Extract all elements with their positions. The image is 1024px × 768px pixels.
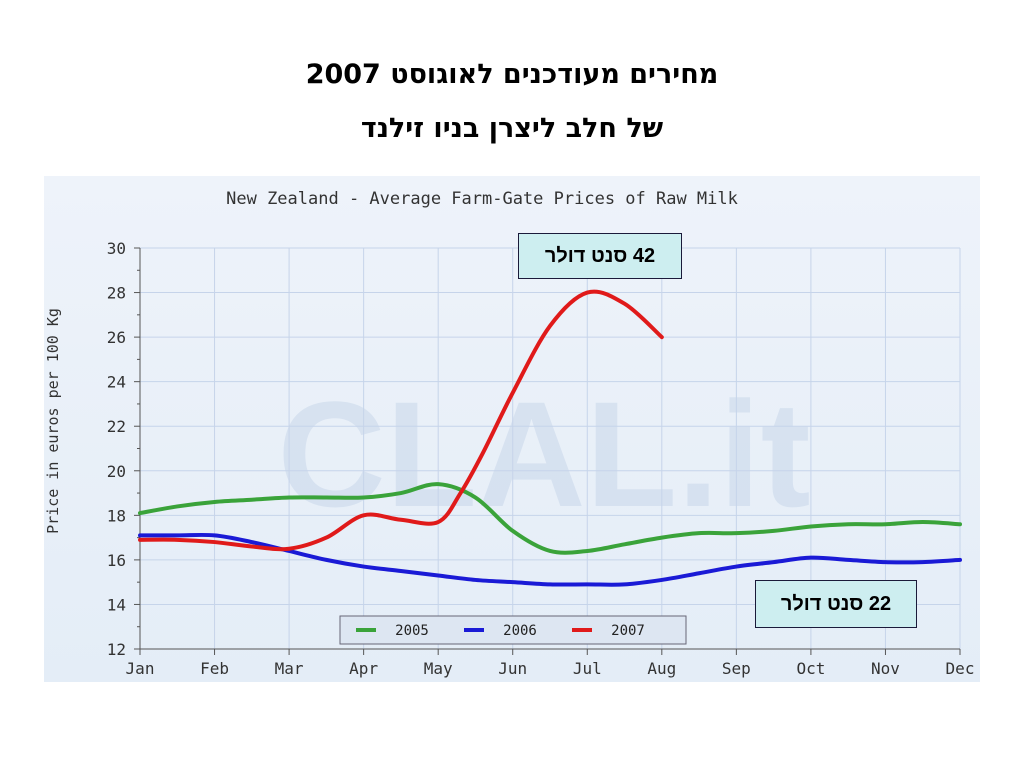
- y-tick-label: 16: [107, 551, 126, 570]
- x-tick-label: Sep: [722, 659, 751, 678]
- chart-frame: CLAL.it 12 14 16 18 20 22 24 26 28 30 Jan Feb Mar Apr…: [44, 176, 980, 682]
- y-tick-label: 26: [107, 328, 126, 347]
- slide-title: מחירים מעודכנים לאוגוסט 2007 של חלב ליצר…: [0, 48, 1024, 156]
- x-tick-label: Feb: [200, 659, 229, 678]
- series-line-2005: [138, 482, 962, 555]
- y-tick-label: 12: [107, 640, 126, 659]
- annotation-bottom-price: 22 סנט דולר: [755, 580, 917, 628]
- x-tick-label: Jun: [498, 659, 527, 678]
- series-layer: [138, 289, 962, 587]
- legend-label-2005: 2005: [395, 623, 429, 639]
- legend-label-2006: 2006: [503, 623, 537, 639]
- slide-title-line2: של חלב ליצרן בניו זילנד: [360, 113, 664, 144]
- y-tick-label: 14: [107, 595, 126, 614]
- y-tick-label: 24: [107, 373, 126, 392]
- y-axis-label: Price in euros per 100 Kg: [44, 308, 62, 534]
- y-tick-label: 28: [107, 284, 126, 303]
- slide-title-line1: מחירים מעודכנים לאוגוסט 2007: [305, 59, 719, 90]
- chart-title: New Zealand - Average Farm-Gate Prices o…: [226, 189, 738, 209]
- legend: 2005 2006 2007: [339, 615, 687, 645]
- annotation-top-price: 42 סנט דולר: [518, 233, 682, 279]
- x-tick-label: Oct: [796, 659, 825, 678]
- x-tick-label: Jul: [573, 659, 602, 678]
- x-tick-label: Aug: [647, 659, 676, 678]
- legend-label-2007: 2007: [611, 623, 645, 639]
- axis-layer: 12 14 16 18 20 22 24 26 28 30 Jan Feb Mar Apr May Jun Ju…: [107, 239, 975, 678]
- watermark-logo: CLAL.it: [277, 370, 810, 538]
- x-tick-label: Nov: [871, 659, 900, 678]
- line-chart: CLAL.it 12 14 16 18 20 22 24 26 28 30 Jan Feb Mar Apr…: [44, 189, 975, 678]
- x-tick-label: Dec: [946, 659, 975, 678]
- series-line-2007: [138, 289, 664, 552]
- legend-box: [339, 615, 687, 645]
- x-tick-label: May: [424, 659, 453, 678]
- y-tick-label: 18: [107, 506, 126, 525]
- x-tick-label: Jan: [126, 659, 155, 678]
- y-tick-label: 20: [107, 462, 126, 481]
- grid-layer: [139, 247, 961, 650]
- y-tick-label: 22: [107, 417, 126, 436]
- x-tick-label: Apr: [349, 659, 378, 678]
- y-tick-label: 30: [107, 239, 126, 258]
- x-tick-label: Mar: [275, 659, 304, 678]
